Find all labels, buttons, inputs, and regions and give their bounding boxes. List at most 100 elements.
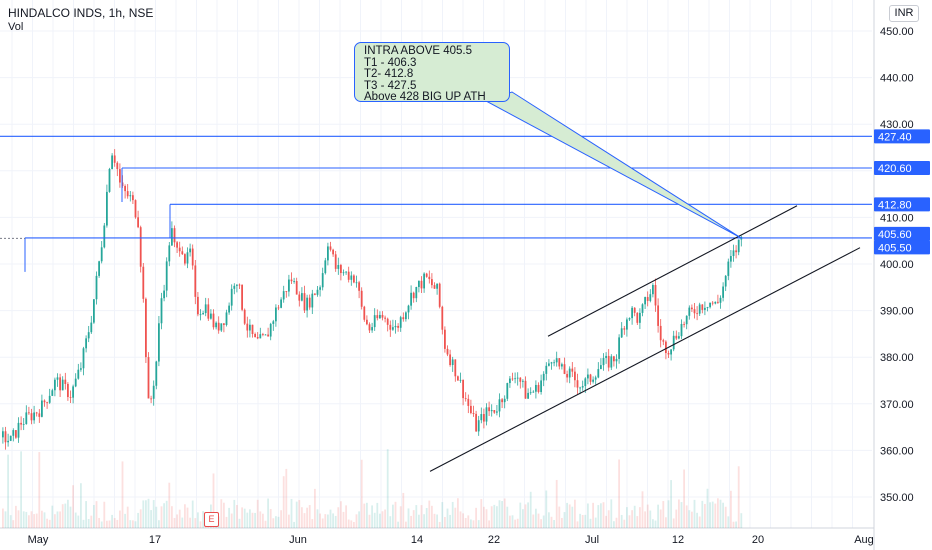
volume-bar (288, 514, 290, 528)
candle-body (241, 284, 243, 310)
volume-bar (220, 499, 223, 528)
candle-body (147, 357, 150, 399)
volume-bar (61, 504, 64, 528)
candle-body (129, 195, 132, 197)
volume-bar (597, 505, 600, 528)
candle-body (441, 306, 444, 330)
volume-bar (467, 515, 470, 528)
candle-body (454, 359, 457, 377)
candle-body (100, 247, 103, 262)
candle-body (178, 247, 181, 252)
annotation-line: T2- 412.8 (364, 68, 414, 81)
volume-bar (264, 520, 267, 528)
volume-bar (501, 501, 503, 528)
candle-body (470, 405, 472, 414)
volume-bar (516, 518, 519, 528)
price-label: 427.40 (878, 131, 912, 143)
candle-body (152, 385, 155, 399)
volume-bar (15, 505, 17, 528)
price-label: 405.50 (878, 242, 912, 254)
candle-body (98, 261, 100, 276)
volume-bar (178, 509, 181, 528)
volume-bar (249, 509, 251, 528)
candle-body (457, 376, 459, 381)
volume-bar (714, 503, 717, 528)
candle-body (358, 282, 360, 291)
volume-bar (675, 509, 678, 528)
volume-bar (212, 473, 215, 528)
candle-body (475, 413, 477, 432)
candle-body (631, 307, 633, 319)
candle-body (15, 430, 17, 438)
volume-bar (457, 498, 459, 528)
volume-bar (191, 500, 194, 528)
candle-body (472, 413, 475, 414)
candle-body (665, 341, 667, 354)
candle-body (74, 378, 77, 387)
candle-body (236, 284, 238, 286)
volume-bar (64, 503, 67, 528)
candle-body (243, 309, 246, 324)
annotation-line: Above 428 BIG UP ATH (364, 91, 486, 104)
candle-body (319, 287, 321, 290)
volume-bar (436, 514, 438, 528)
candle-body (587, 374, 589, 379)
x-axis-tick-label: Aug (854, 534, 874, 546)
candle-body (706, 307, 709, 308)
volume-bar (259, 511, 262, 528)
volume-bar (730, 490, 732, 528)
candle-body (272, 321, 275, 324)
volume-bar (145, 500, 147, 528)
candle-body (223, 323, 225, 325)
candle-body (618, 337, 620, 359)
candle-body (35, 412, 38, 414)
volume-bar (667, 500, 670, 528)
candle-body (69, 397, 72, 398)
candle-body (111, 155, 113, 170)
candle-body (579, 387, 581, 389)
volume-bar (111, 514, 113, 528)
candle-body (212, 313, 215, 328)
volume-bar (493, 504, 496, 528)
volume-bar (399, 506, 402, 528)
candle-body (644, 297, 646, 305)
volume-bar (46, 518, 48, 528)
volume-bar (316, 509, 319, 528)
volume-bar (150, 510, 152, 528)
candle-body (678, 336, 680, 339)
volume-bar (428, 500, 431, 528)
volume-bar (657, 504, 659, 528)
currency-button[interactable]: INR (889, 5, 919, 22)
earnings-marker[interactable]: E (204, 512, 219, 527)
volume-bar (186, 507, 189, 528)
candle-body (641, 304, 644, 313)
volume-bar (285, 468, 288, 528)
candle-body (293, 281, 295, 282)
volume-bar (662, 501, 665, 528)
candle-body (238, 284, 241, 286)
candle-body (327, 246, 329, 261)
candle-body (550, 362, 553, 364)
candle-body (553, 362, 555, 364)
volume-bar (184, 504, 186, 528)
volume-bar (103, 501, 106, 528)
volume-bar (194, 518, 197, 528)
annotation-callout[interactable]: INTRA ABOVE 405.5 T1 - 406.3 T2- 412.8 T… (354, 42, 510, 104)
candle-body (490, 410, 493, 412)
candle-body (654, 285, 657, 306)
volume-bar (189, 517, 191, 528)
candle-body (225, 312, 228, 325)
candle-body (215, 322, 217, 328)
candle-body (722, 286, 724, 298)
volume-bar (90, 515, 93, 528)
price-label: 420.60 (878, 163, 912, 175)
volume-bar (202, 511, 204, 528)
candle-body (636, 312, 639, 323)
volume-bar (558, 506, 561, 528)
volume-bar (238, 518, 241, 528)
volume-bar (277, 516, 280, 528)
volume-bar (537, 513, 540, 528)
candle-body (605, 355, 607, 359)
annotation-line: INTRA ABOVE 405.5 (364, 45, 473, 57)
